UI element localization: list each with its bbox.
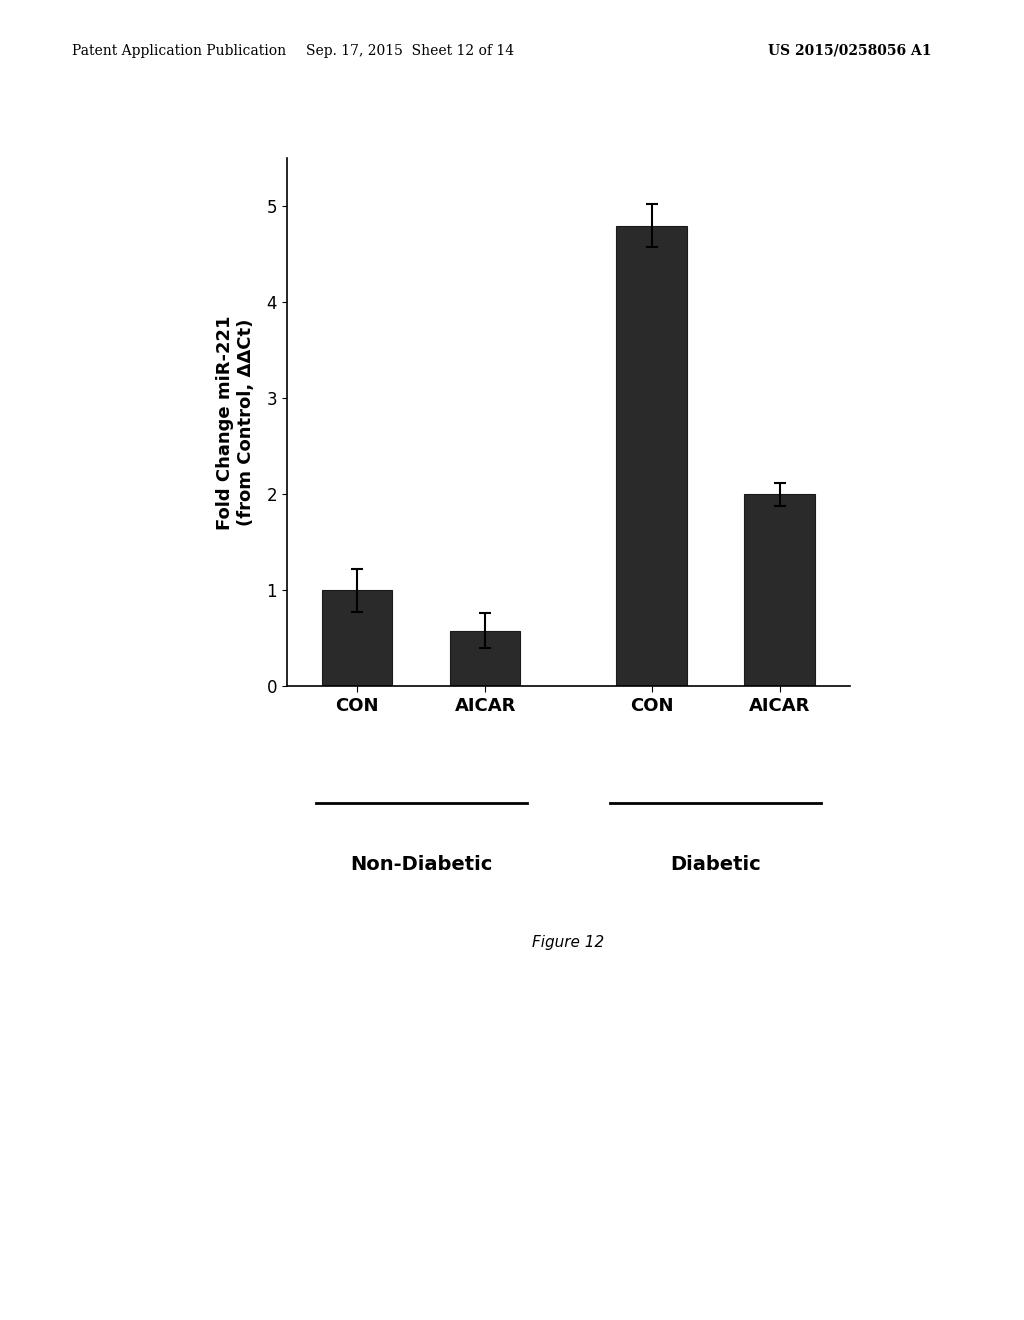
Text: Non-Diabetic: Non-Diabetic bbox=[350, 855, 493, 874]
Text: Patent Application Publication: Patent Application Publication bbox=[72, 44, 286, 58]
Bar bbox=[322, 590, 392, 686]
Bar bbox=[616, 226, 687, 686]
Text: Diabetic: Diabetic bbox=[670, 855, 761, 874]
Bar bbox=[744, 495, 815, 686]
Text: US 2015/0258056 A1: US 2015/0258056 A1 bbox=[768, 44, 932, 58]
Text: Figure 12: Figure 12 bbox=[532, 935, 604, 949]
Bar bbox=[450, 631, 520, 686]
Text: Sep. 17, 2015  Sheet 12 of 14: Sep. 17, 2015 Sheet 12 of 14 bbox=[305, 44, 514, 58]
Y-axis label: Fold Change miR-221
(from Control, ΔΔCt): Fold Change miR-221 (from Control, ΔΔCt) bbox=[216, 315, 255, 529]
